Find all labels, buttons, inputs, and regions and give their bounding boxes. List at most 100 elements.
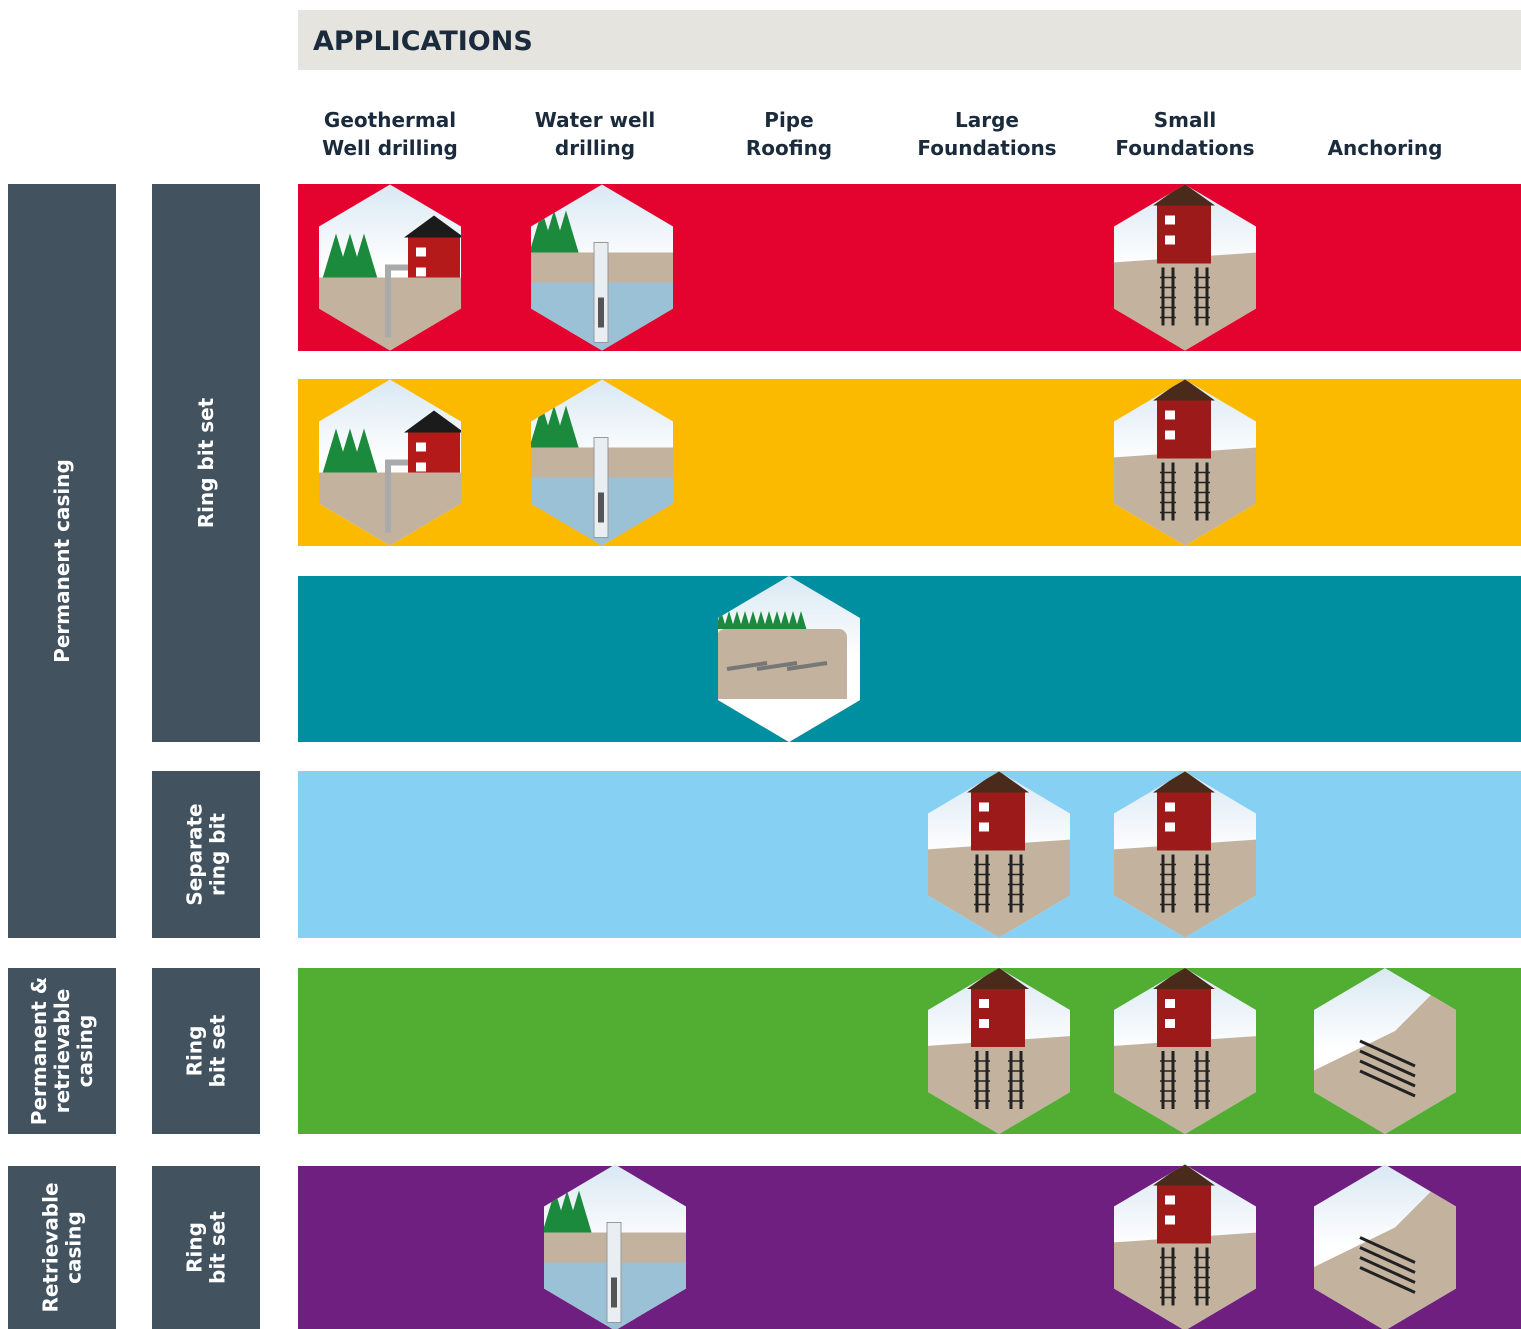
window — [979, 802, 989, 812]
house-roof — [404, 410, 461, 433]
tree — [350, 233, 378, 278]
column-header: Foundations — [917, 136, 1056, 160]
anchor-rod — [1359, 1266, 1416, 1294]
pump — [598, 297, 604, 328]
house-roof — [967, 968, 1029, 989]
well-pipe — [593, 437, 609, 538]
side-label: Retrievable — [39, 1182, 63, 1312]
window — [416, 442, 426, 452]
column-header: Large — [955, 108, 1019, 132]
side-label: casing — [73, 1015, 97, 1088]
slope — [1314, 1187, 1456, 1329]
tree — [723, 611, 735, 629]
roof-pipe — [786, 661, 828, 671]
house-wall — [1157, 205, 1211, 264]
tree — [755, 611, 767, 629]
tree — [350, 428, 378, 473]
house-roof — [404, 215, 461, 238]
side-label: Permanent & — [27, 977, 51, 1125]
slope — [1314, 991, 1456, 1134]
window — [416, 267, 426, 277]
column-header: Roofing — [746, 136, 832, 160]
tree — [795, 611, 807, 629]
pump — [611, 1277, 617, 1308]
side-label: ring bit — [206, 813, 230, 896]
anchor-rod — [1359, 1059, 1416, 1088]
house-wall — [1157, 792, 1211, 851]
tree — [787, 611, 799, 629]
well-pipe — [593, 242, 609, 343]
side-label: Ring bit set — [194, 397, 218, 528]
column-header: Well drilling — [322, 136, 458, 160]
header-bar — [298, 10, 1521, 70]
window — [1165, 822, 1175, 832]
tree — [763, 611, 775, 629]
anchor-rod — [1359, 1256, 1416, 1284]
house-wall — [1157, 989, 1211, 1047]
side-box — [152, 184, 260, 742]
row-band — [298, 184, 1521, 351]
side-label: Ring — [183, 1026, 207, 1077]
column-header: Anchoring — [1328, 136, 1443, 160]
tree — [779, 611, 791, 629]
row-band — [298, 379, 1521, 546]
roof-pipe — [756, 661, 798, 671]
anchor-rod — [1359, 1039, 1416, 1068]
window — [1165, 802, 1175, 812]
window — [1165, 1195, 1175, 1205]
anchor-rod — [1359, 1236, 1416, 1264]
house-wall — [408, 237, 460, 278]
house-roof — [1153, 771, 1215, 793]
window — [1165, 999, 1175, 1008]
tree — [771, 611, 783, 629]
house-roof — [967, 771, 1029, 793]
house-wall — [408, 432, 460, 473]
column-header: Pipe — [764, 108, 813, 132]
tree — [731, 611, 743, 629]
house-wall — [971, 989, 1025, 1047]
row-band — [298, 576, 1521, 742]
house-roof — [1153, 968, 1215, 989]
column-header: Water well — [535, 108, 656, 132]
window — [1165, 215, 1175, 225]
pipe — [385, 264, 408, 338]
pipe — [385, 459, 408, 533]
window — [979, 822, 989, 832]
window — [979, 1019, 989, 1028]
side-label: bit set — [206, 1014, 230, 1087]
window — [1165, 410, 1175, 420]
tree — [747, 611, 759, 629]
column-header: drilling — [555, 136, 635, 160]
window — [979, 999, 989, 1008]
house-wall — [971, 792, 1025, 851]
house-roof — [1153, 1164, 1215, 1186]
header-title: APPLICATIONS — [313, 26, 533, 57]
well-pipe — [606, 1222, 622, 1323]
window — [416, 462, 426, 472]
side-box — [8, 968, 116, 1134]
side-label: bit set — [206, 1211, 230, 1284]
tree — [718, 611, 727, 629]
tree — [553, 405, 579, 448]
row-band — [298, 771, 1521, 938]
side-box — [152, 1166, 260, 1329]
side-label: retrievable — [50, 989, 74, 1114]
pump — [598, 492, 604, 523]
column-header: Geothermal — [324, 108, 456, 132]
side-label: casing — [62, 1211, 86, 1284]
side-label: Separate — [183, 803, 207, 905]
window — [416, 247, 426, 257]
side-label: Ring — [183, 1222, 207, 1273]
column-header: Foundations — [1115, 136, 1254, 160]
anchor-rod — [1359, 1069, 1416, 1098]
side-label: Permanent casing — [50, 459, 74, 663]
window — [1165, 1019, 1175, 1028]
roof-pipe — [726, 661, 768, 671]
window — [1165, 430, 1175, 440]
side-box — [8, 1166, 116, 1329]
column-header: Small — [1154, 108, 1216, 132]
tree — [566, 1190, 592, 1233]
anchor-rod — [1359, 1246, 1416, 1274]
house-wall — [1157, 400, 1211, 459]
